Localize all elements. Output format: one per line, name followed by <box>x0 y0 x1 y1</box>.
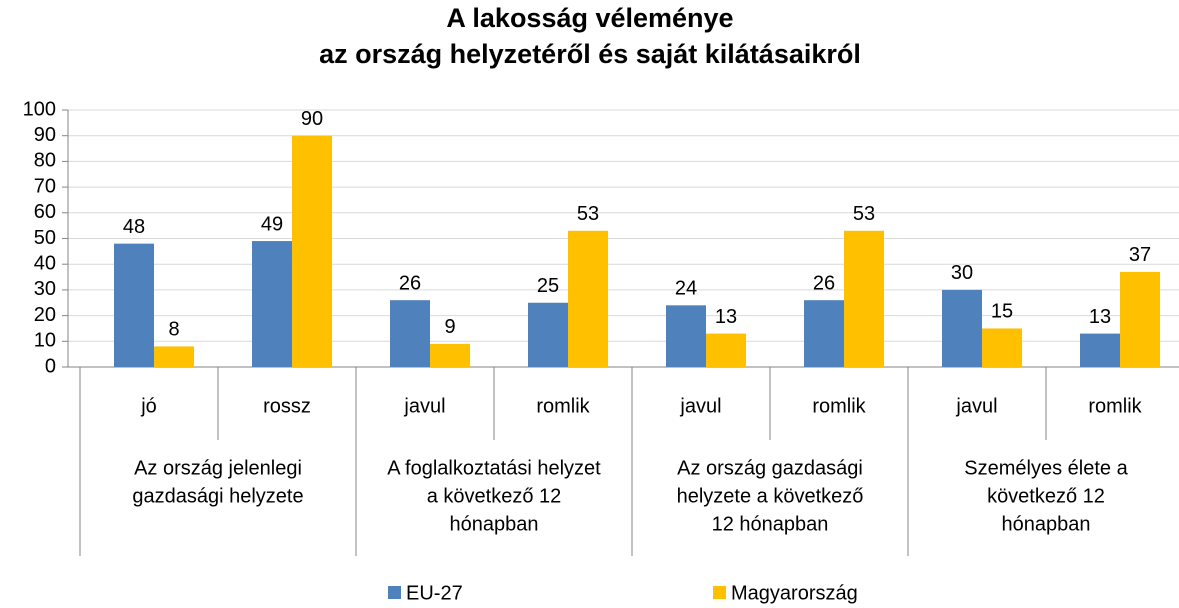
group-label: 12 hónapban <box>712 513 829 535</box>
y-tick-label: 20 <box>34 304 56 326</box>
bar <box>1080 333 1120 367</box>
data-label: 90 <box>301 108 323 130</box>
group-label: Személyes élete a <box>964 457 1128 479</box>
chart-title: A lakosság véleménye <box>446 3 733 33</box>
bar <box>528 302 568 367</box>
y-tick-label: 80 <box>34 150 56 172</box>
group-label: következő 12 <box>987 485 1105 507</box>
group-label: Az ország jelenlegi <box>134 457 302 479</box>
data-label: 9 <box>444 316 455 338</box>
data-label: 49 <box>261 213 283 235</box>
group-label: Az ország gazdasági <box>677 457 863 479</box>
data-label: 37 <box>1129 244 1151 266</box>
y-tick-label: 90 <box>34 124 56 146</box>
x-tick-label: javul <box>403 395 445 417</box>
data-label: 13 <box>715 306 737 328</box>
bar <box>114 243 154 367</box>
data-label: 13 <box>1089 306 1111 328</box>
data-label: 25 <box>537 275 559 297</box>
y-tick-label: 10 <box>34 330 56 352</box>
x-tick-label: romlik <box>812 395 866 417</box>
data-label: 26 <box>399 272 421 294</box>
data-label: 8 <box>168 319 179 341</box>
y-tick-label: 50 <box>34 227 56 249</box>
group-label: A foglalkoztatási helyzet <box>387 457 601 479</box>
x-tick-label: romlik <box>1088 395 1142 417</box>
bar <box>706 333 746 367</box>
bar <box>154 346 194 367</box>
y-tick-label: 60 <box>34 201 56 223</box>
y-tick-label: 100 <box>23 98 56 120</box>
bar <box>292 135 332 367</box>
x-tick-label: javul <box>955 395 997 417</box>
y-tick-label: 30 <box>34 278 56 300</box>
data-label: 30 <box>951 262 973 284</box>
legend-swatch <box>713 586 726 599</box>
bar <box>982 328 1022 367</box>
y-tick-label: 70 <box>34 175 56 197</box>
data-label: 48 <box>123 216 145 238</box>
group-label: helyzete a következő <box>677 485 864 507</box>
data-label: 53 <box>577 203 599 225</box>
bar <box>844 230 884 367</box>
bar <box>942 289 982 367</box>
data-label: 15 <box>991 301 1013 323</box>
data-label: 24 <box>675 278 697 300</box>
bar <box>1120 271 1160 367</box>
x-tick-label: jó <box>140 395 157 417</box>
legend-label: Magyarország <box>731 582 858 604</box>
group-label: hónapban <box>1002 513 1091 535</box>
chart-title: az ország helyzetéről és saját kilátásai… <box>319 39 861 69</box>
bar <box>568 230 608 367</box>
y-tick-label: 0 <box>45 355 56 377</box>
x-tick-label: romlik <box>536 395 590 417</box>
legend-label: EU-27 <box>406 582 463 604</box>
x-tick-label: javul <box>679 395 721 417</box>
group-label: hónapban <box>450 513 539 535</box>
bar <box>390 300 430 367</box>
data-label: 53 <box>853 203 875 225</box>
bar <box>430 343 470 367</box>
group-label: a következő 12 <box>427 485 562 507</box>
y-tick-label: 40 <box>34 252 56 274</box>
bar <box>804 300 844 367</box>
bar <box>252 241 292 367</box>
group-label: gazdasági helyzete <box>132 485 303 507</box>
data-label: 26 <box>813 272 835 294</box>
bar <box>666 305 706 367</box>
legend-swatch <box>388 586 401 599</box>
x-tick-label: rossz <box>263 395 311 417</box>
